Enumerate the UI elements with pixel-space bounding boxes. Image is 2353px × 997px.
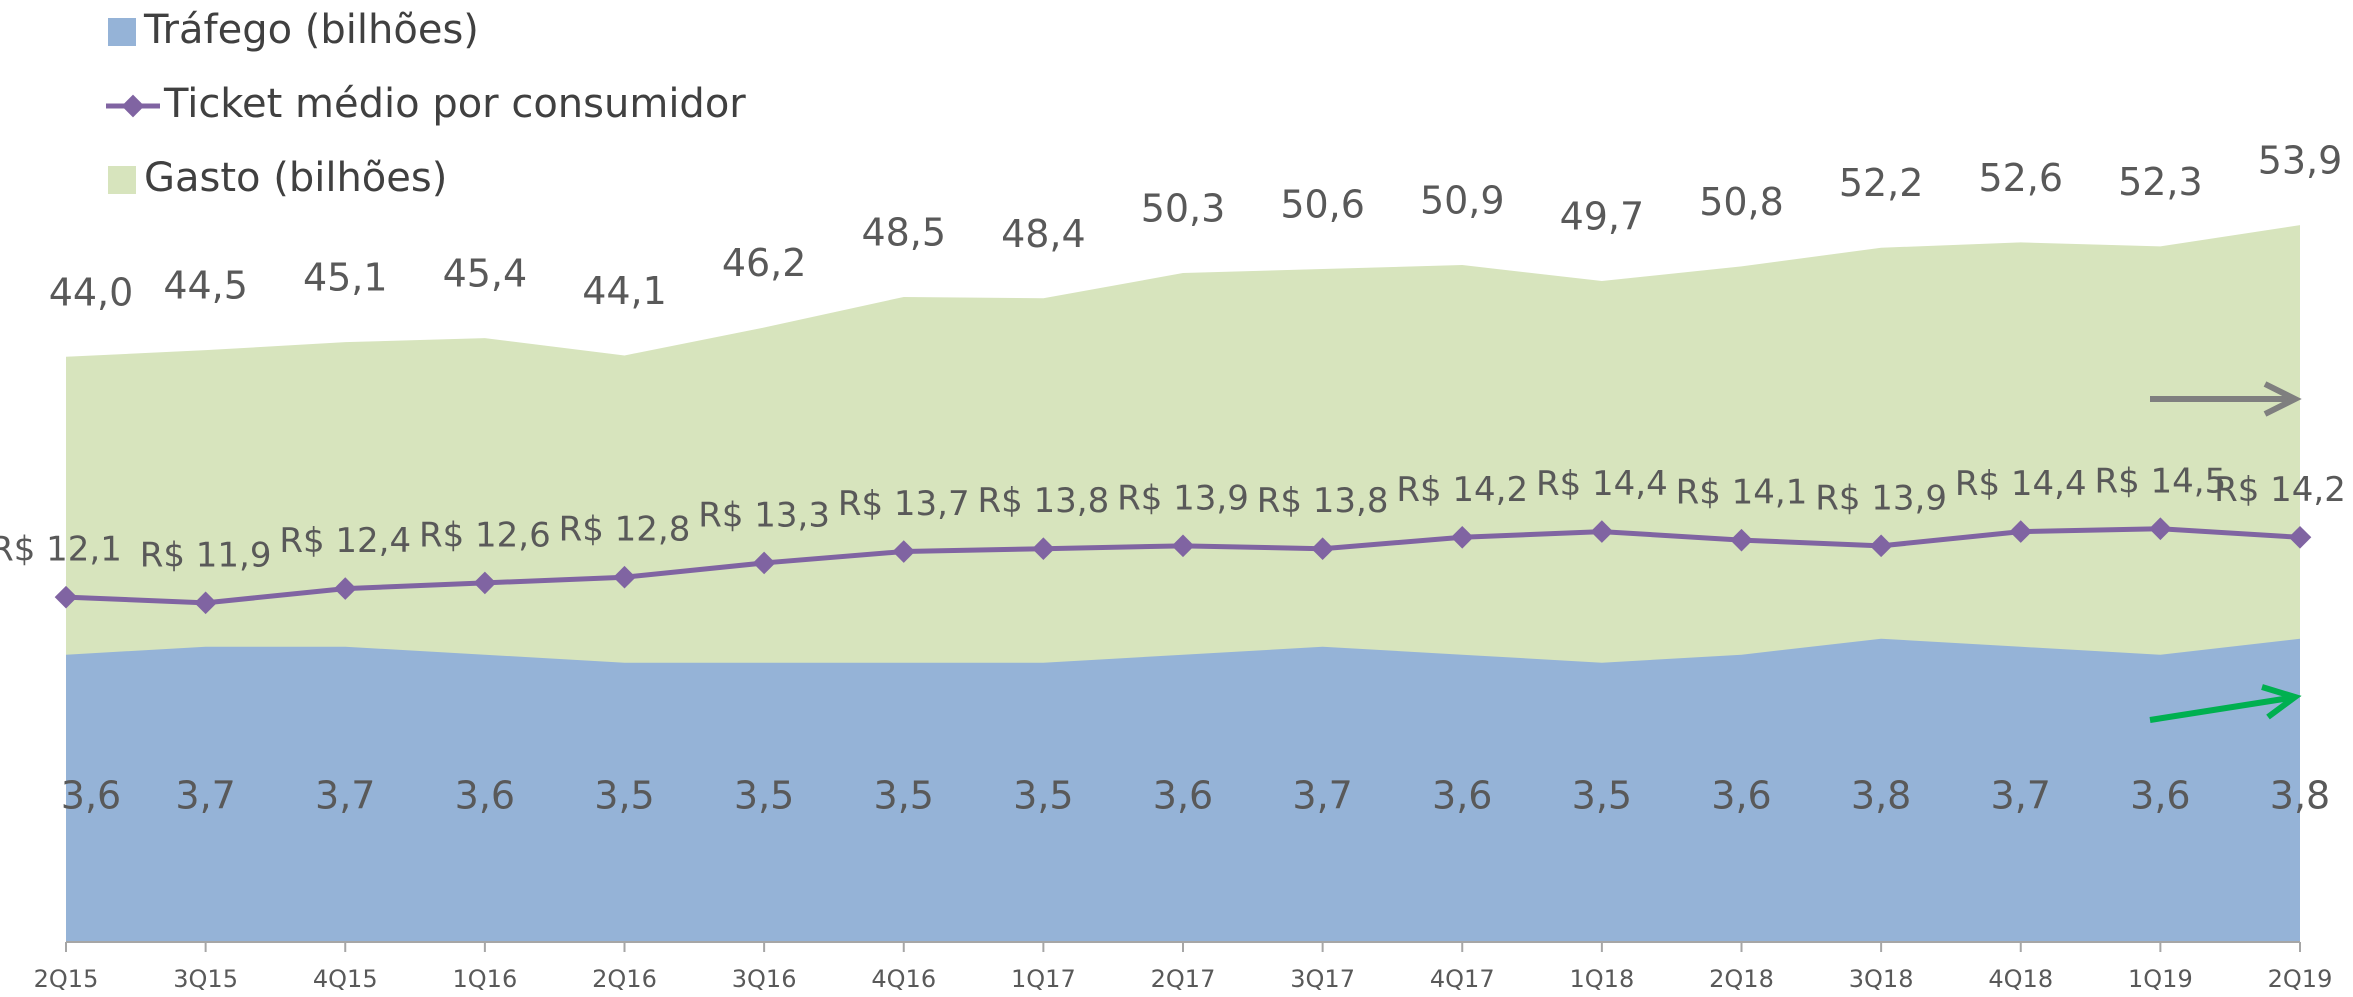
marker <box>613 565 636 589</box>
data-label: R$ 14,4 <box>1955 464 2087 504</box>
marker <box>1171 534 1195 558</box>
data-label: 3,6 <box>1153 774 1213 818</box>
marker <box>333 577 357 600</box>
data-label: 3,7 <box>1991 774 2051 818</box>
labels: 44,0 44,5 45,1 45,4 44,1 46,2 48,5 48,4 50,3 50,6… <box>0 139 2346 818</box>
arrow <box>2149 695 2291 723</box>
data-label: 44,1 <box>582 269 667 313</box>
data-label: R$ 13,8 <box>977 481 1109 521</box>
arrow-head <box>2261 684 2302 720</box>
data-label: R$ 13,7 <box>838 484 970 524</box>
legend-swatch <box>108 18 136 46</box>
data-label: 3,6 <box>61 774 121 818</box>
data-label: 3,6 <box>1432 774 1492 818</box>
x-tick-label: 3Q18 <box>1849 965 1914 993</box>
x-tick-label: 3Q16 <box>732 965 797 993</box>
data-label: 3,5 <box>734 774 794 818</box>
marker <box>2288 525 2312 549</box>
marker <box>1869 534 1893 558</box>
x-tick-label: 2Q16 <box>592 965 657 993</box>
data-label: 44,0 <box>49 270 134 314</box>
marker <box>473 571 497 595</box>
marker <box>1730 528 1753 552</box>
data-label: R$ 14,4 <box>1536 464 1668 504</box>
marker <box>1450 525 1474 549</box>
data-label: 53,9 <box>2258 139 2343 183</box>
legend-label: Tráfego (bilhões) <box>143 7 479 53</box>
data-label: 49,7 <box>1560 194 1645 238</box>
legend-swatch <box>108 166 136 194</box>
arrow-head <box>2263 381 2302 417</box>
data-label: R$ 14,2 <box>1396 470 1528 510</box>
data-label: 3,6 <box>2130 774 2190 818</box>
data-label: R$ 14,1 <box>1676 473 1808 513</box>
data-label: R$ 13,9 <box>1117 478 1249 518</box>
data-label: 52,2 <box>1839 161 1924 205</box>
data-label: R$ 12,8 <box>559 510 691 550</box>
x-tick-label: 2Q19 <box>2268 965 2333 993</box>
data-label: 3,6 <box>455 774 515 818</box>
data-label: 3,5 <box>1572 774 1632 818</box>
area <box>66 638 2300 942</box>
marker <box>1032 537 1055 561</box>
legend-swatch <box>121 94 145 118</box>
data-label: R$ 14,5 <box>2094 461 2226 501</box>
marker <box>752 551 776 575</box>
x-tick-label: 1Q19 <box>2128 965 2193 993</box>
data-label: R$ 12,1 <box>0 530 122 570</box>
data-label: R$ 11,9 <box>140 535 272 575</box>
data-label: 3,8 <box>2270 774 2330 818</box>
marker <box>2009 520 2033 543</box>
x-tick-label: 2Q17 <box>1151 965 1216 993</box>
data-label: 50,3 <box>1141 187 1226 231</box>
x-tick-label: 3Q15 <box>173 965 238 993</box>
data-label: R$ 12,4 <box>279 521 411 561</box>
data-label: 48,4 <box>1001 212 1086 256</box>
x-tick-label: 3Q17 <box>1290 965 1355 993</box>
x-tick-label: 2Q18 <box>1709 965 1774 993</box>
marker <box>1311 537 1334 561</box>
data-label: 44,5 <box>163 264 248 308</box>
data-label: 45,4 <box>443 252 528 296</box>
data-label: 48,5 <box>861 210 946 254</box>
data-label: R$ 14,2 <box>2214 470 2346 510</box>
data-label: 3,5 <box>594 774 654 818</box>
x-tick-label: 2Q15 <box>34 965 99 993</box>
data-label: 3,5 <box>874 774 934 818</box>
legend-label: Ticket médio por consumidor <box>163 81 746 127</box>
x-tick-label: 4Q16 <box>871 965 936 993</box>
x-tick-label: 4Q17 <box>1430 965 1495 993</box>
x-tick-label: 1Q17 <box>1011 965 1076 993</box>
data-label: 3,6 <box>1711 774 1771 818</box>
data-label: 52,6 <box>1978 156 2063 200</box>
data-label: 46,2 <box>722 241 807 285</box>
data-label: 3,7 <box>175 774 235 818</box>
data-label: 45,1 <box>303 256 388 300</box>
marker <box>2149 517 2172 541</box>
data-label: R$ 13,3 <box>698 495 830 535</box>
x-tick-label: 4Q18 <box>1988 965 2053 993</box>
data-label: R$ 12,6 <box>419 515 551 555</box>
legend-label: Gasto (bilhões) <box>144 155 447 201</box>
data-label: 3,7 <box>1292 774 1352 818</box>
x-tick-label: 1Q16 <box>453 965 518 993</box>
data-label: R$ 13,8 <box>1257 481 1389 521</box>
data-label: 50,8 <box>1699 180 1784 224</box>
data-label: 50,6 <box>1280 183 1365 227</box>
data-label: 52,3 <box>2118 160 2203 204</box>
data-label: R$ 13,9 <box>1815 478 1947 518</box>
marker <box>1590 520 1614 543</box>
x-tick-label: 4Q15 <box>313 965 378 993</box>
data-label: 3,7 <box>315 774 375 818</box>
x-tick-label: 1Q18 <box>1570 965 1635 993</box>
data-label: 3,8 <box>1851 774 1911 818</box>
data-label: 3,5 <box>1013 774 1073 818</box>
data-label: 50,9 <box>1420 179 1505 223</box>
plot <box>54 225 2312 942</box>
marker <box>892 540 916 563</box>
